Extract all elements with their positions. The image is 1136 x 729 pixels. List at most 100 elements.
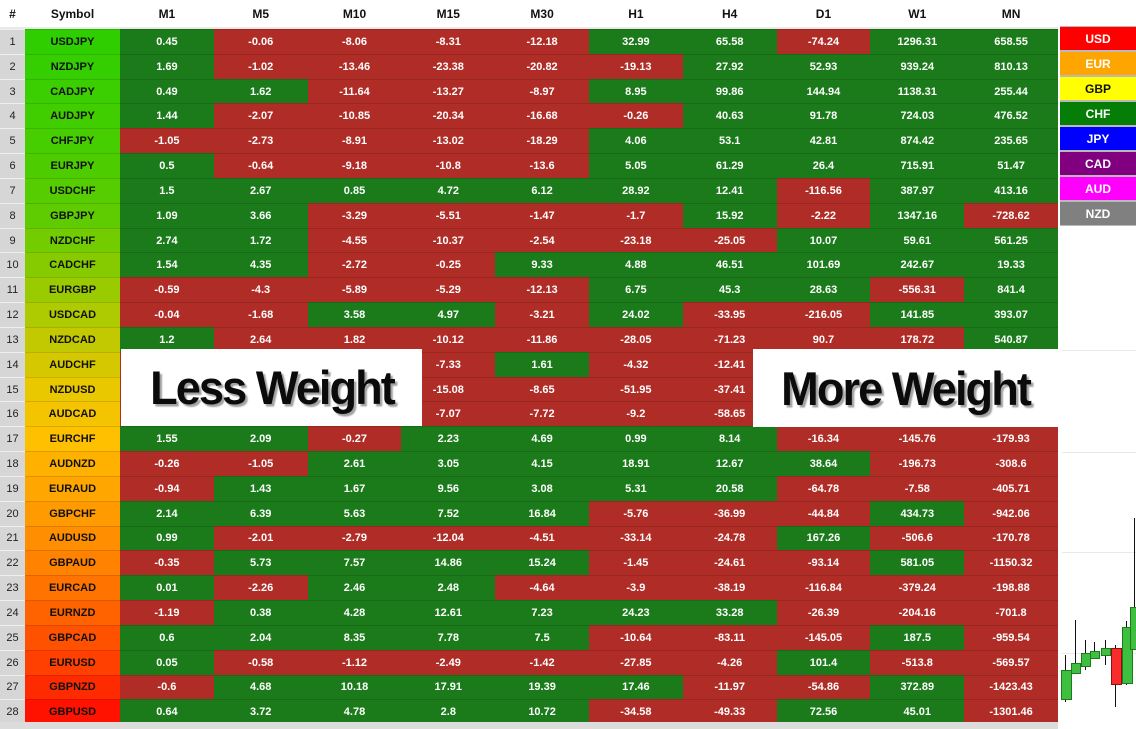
value-cell: 20.58	[682, 475, 777, 501]
symbol-cell[interactable]: AUDUSD	[25, 525, 120, 551]
value-cell: -16.68	[495, 103, 589, 129]
symbol-cell[interactable]: CADCHF	[25, 252, 120, 278]
value-cell: 4.68	[213, 674, 308, 700]
value-cell: -71.23	[682, 326, 777, 352]
value-cell: -506.6	[870, 525, 965, 551]
bullish-candle	[1121, 627, 1133, 684]
value-cell: -2.01	[213, 525, 308, 551]
legend-currency-nzd[interactable]: NZD	[1060, 202, 1136, 225]
symbol-cell[interactable]: EURGBP	[25, 277, 120, 303]
value-cell: 59.61	[870, 227, 965, 253]
table-row: 8 GBPJPY 1.09 3.66 -3.29 -5.51 -1.47 -1.7 15.92-…	[0, 202, 1058, 228]
value-cell: 0.99	[588, 426, 683, 452]
value-cell: -5.51	[401, 202, 496, 228]
symbol-cell[interactable]: NZDCAD	[25, 326, 120, 352]
legend-currency-jpy[interactable]: JPY	[1060, 127, 1136, 150]
legend-currency-gbp[interactable]: GBP	[1060, 77, 1136, 100]
column-header-m1[interactable]: M1	[158, 6, 176, 21]
column-header-num[interactable]: #	[9, 6, 16, 21]
value-cell: -5.29	[401, 277, 496, 303]
column-header-d1[interactable]: D1	[815, 6, 832, 21]
value-cell: 144.94	[776, 78, 871, 104]
legend-currency-cad[interactable]: CAD	[1060, 152, 1136, 175]
more-weight-overlay: More Weight	[753, 349, 1058, 427]
value-cell: -3.29	[307, 202, 402, 228]
value-cell: 0.5	[120, 153, 214, 178]
legend-currency-chf[interactable]: CHF	[1060, 102, 1136, 125]
value-cell: 5.63	[307, 500, 402, 526]
row-number: 17	[0, 426, 25, 452]
symbol-cell[interactable]: GBPUSD	[25, 699, 120, 725]
symbol-cell[interactable]: GBPCAD	[25, 624, 120, 650]
value-cell: -959.54	[964, 624, 1058, 650]
column-header-w1[interactable]: W1	[908, 6, 927, 21]
value-cell: -3.9	[588, 575, 683, 601]
symbol-cell[interactable]: CHFJPY	[25, 128, 120, 154]
value-cell: -2.73	[213, 128, 308, 154]
value-cell: -0.64	[213, 153, 308, 178]
symbol-cell[interactable]: AUDCHF	[25, 351, 120, 377]
right-sidebar: USD EUR GBP CHF JPY CAD AUD NZD	[1058, 0, 1136, 729]
value-cell: -4.32	[588, 351, 683, 377]
symbol-cell[interactable]: NZDJPY	[25, 53, 120, 79]
value-cell: 6.75	[588, 277, 683, 303]
symbol-cell[interactable]: EURCHF	[25, 426, 120, 452]
symbol-cell[interactable]: GBPAUD	[25, 550, 120, 576]
symbol-cell[interactable]: AUDCAD	[25, 401, 120, 427]
symbol-cell[interactable]: EURCAD	[25, 575, 120, 601]
row-number: 22	[0, 550, 25, 576]
legend-currency-eur[interactable]: EUR	[1060, 52, 1136, 75]
row-number: 6	[0, 153, 25, 178]
value-cell: 434.73	[870, 500, 965, 526]
value-cell: 42.81	[776, 128, 871, 154]
column-header-m5[interactable]: M5	[252, 6, 270, 21]
chart-gridline	[1062, 552, 1136, 553]
symbol-cell[interactable]: GBPJPY	[25, 202, 120, 228]
column-header-symbol[interactable]: Symbol	[50, 6, 95, 21]
symbol-cell[interactable]: USDCAD	[25, 302, 120, 327]
value-cell: 841.4	[964, 277, 1058, 303]
value-cell: 4.28	[307, 600, 402, 625]
symbol-cell[interactable]: GBPNZD	[25, 674, 120, 700]
symbol-cell[interactable]: GBPCHF	[25, 500, 120, 526]
symbol-cell[interactable]: EURUSD	[25, 649, 120, 675]
column-header-h1[interactable]: H1	[628, 6, 644, 21]
value-cell: 387.97	[870, 177, 965, 203]
symbol-cell[interactable]: USDJPY	[25, 29, 120, 54]
value-cell: -8.65	[495, 376, 589, 402]
symbol-cell[interactable]: EURJPY	[25, 153, 120, 178]
value-cell: 10.07	[776, 227, 871, 253]
value-cell: -26.39	[776, 600, 871, 625]
value-cell: -10.12	[401, 326, 496, 352]
less-weight-overlay: Less Weight	[121, 349, 422, 426]
table-row: 18 AUDNZD -0.26 -1.05 2.61 3.05 4.15 18.91 12.67…	[0, 451, 1058, 476]
value-cell: -28.05	[588, 326, 683, 352]
symbol-cell[interactable]: EURAUD	[25, 475, 120, 501]
value-cell: 3.72	[213, 699, 308, 725]
candle-wick	[1134, 518, 1135, 650]
value-cell: 4.06	[588, 128, 683, 154]
value-cell: -4.51	[495, 525, 589, 551]
column-header-m15[interactable]: M15	[436, 6, 460, 21]
symbol-cell[interactable]: NZDCHF	[25, 227, 120, 253]
value-cell: -1423.43	[964, 674, 1058, 700]
column-header-m30[interactable]: M30	[530, 6, 554, 21]
bullish-candle	[1081, 653, 1091, 667]
row-number: 18	[0, 451, 25, 476]
column-header-m10[interactable]: M10	[342, 6, 367, 21]
row-number: 8	[0, 202, 25, 228]
symbol-cell[interactable]: NZDUSD	[25, 376, 120, 402]
column-header-mn[interactable]: MN	[1001, 6, 1021, 21]
legend-currency-aud[interactable]: AUD	[1060, 177, 1136, 200]
symbol-cell[interactable]: EURNZD	[25, 600, 120, 625]
legend-currency-usd[interactable]: USD	[1060, 27, 1136, 50]
value-cell: 72.56	[776, 699, 871, 725]
symbol-cell[interactable]: USDCHF	[25, 177, 120, 203]
value-cell: 1.82	[307, 326, 402, 352]
symbol-cell[interactable]: AUDJPY	[25, 103, 120, 129]
value-cell: 27.92	[682, 53, 777, 79]
symbol-cell[interactable]: CADJPY	[25, 78, 120, 104]
column-header-h4[interactable]: H4	[722, 6, 738, 21]
symbol-cell[interactable]: AUDNZD	[25, 451, 120, 476]
